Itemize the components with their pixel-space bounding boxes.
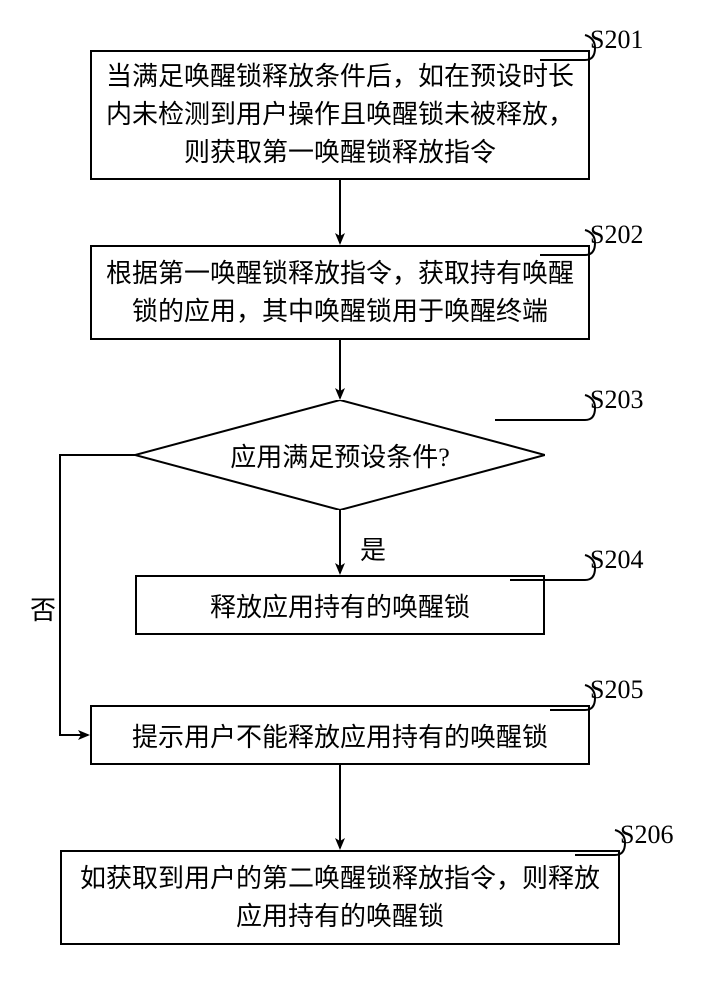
- edge-label-no: 否: [30, 590, 56, 627]
- step-label-s204: S204: [590, 545, 643, 575]
- step-s205: 提示用户不能释放应用持有的唤醒锁: [90, 705, 590, 765]
- step-label-s206: S206: [620, 820, 673, 850]
- step-s201-text: 当满足唤醒锁释放条件后，如在预设时长内未检测到用户操作且唤醒锁未被释放，则获取第…: [104, 58, 576, 171]
- step-s206: 如获取到用户的第二唤醒锁释放指令，则释放应用持有的唤醒锁: [60, 850, 620, 945]
- step-s204: 释放应用持有的唤醒锁: [135, 575, 545, 635]
- step-s202: 根据第一唤醒锁释放指令，获取持有唤醒锁的应用，其中唤醒锁用于唤醒终端: [90, 245, 590, 340]
- step-label-s203: S203: [590, 385, 643, 415]
- step-s205-text: 提示用户不能释放应用持有的唤醒锁: [132, 717, 548, 754]
- decision-s203: 应用满足预设条件?: [135, 400, 545, 510]
- step-label-s205: S205: [590, 675, 643, 705]
- step-s204-text: 释放应用持有的唤醒锁: [210, 587, 470, 624]
- step-s202-text: 根据第一唤醒锁释放指令，获取持有唤醒锁的应用，其中唤醒锁用于唤醒终端: [104, 255, 576, 330]
- edge-label-yes: 是: [360, 530, 386, 567]
- step-label-s201: S201: [590, 25, 643, 55]
- step-label-s202: S202: [590, 220, 643, 250]
- step-s206-text: 如获取到用户的第二唤醒锁释放指令，则释放应用持有的唤醒锁: [74, 860, 606, 935]
- decision-s203-text: 应用满足预设条件?: [230, 437, 450, 474]
- step-s201: 当满足唤醒锁释放条件后，如在预设时长内未检测到用户操作且唤醒锁未被释放，则获取第…: [90, 50, 590, 180]
